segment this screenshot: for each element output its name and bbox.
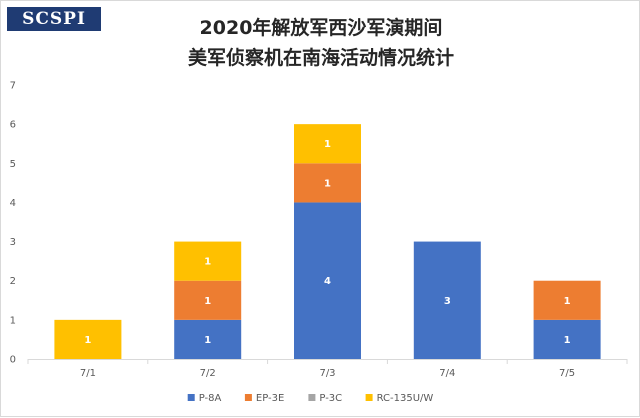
- bar-data-label: 1: [204, 296, 211, 307]
- legend-swatch: [308, 394, 316, 401]
- bar-segment: [294, 202, 361, 359]
- bar-data-label: 3: [444, 296, 451, 307]
- y-tick-label: 1: [10, 315, 16, 326]
- y-tick-label: 5: [10, 159, 16, 170]
- y-tick-label: 4: [10, 198, 16, 209]
- bar-segment: [54, 319, 122, 359]
- bar-segment: [174, 319, 242, 359]
- bar-segment: [413, 241, 481, 359]
- bar-data-label: 1: [204, 257, 211, 268]
- bar-segment: [294, 124, 361, 164]
- legend-swatch: [187, 394, 195, 401]
- bar-data-label: 1: [564, 296, 571, 307]
- legend-swatch: [365, 394, 373, 401]
- y-tick-label: 0: [10, 355, 16, 366]
- bar-data-label: 1: [204, 335, 211, 346]
- chart-title-line-2: 美军侦察机在南海活动情况统计: [187, 47, 454, 69]
- y-tick-label: 3: [10, 237, 16, 248]
- x-tick-label: 7/3: [319, 368, 335, 379]
- legend-label: P-8A: [199, 393, 222, 404]
- y-tick-label: 6: [10, 120, 16, 131]
- x-tick-label: 7/4: [439, 368, 455, 379]
- y-tick-label: 2: [10, 276, 16, 287]
- x-tick-label: 7/1: [80, 368, 96, 379]
- y-tick-label: 7: [10, 81, 16, 92]
- legend-swatch: [244, 394, 252, 401]
- bar-data-label: 1: [324, 178, 331, 189]
- legend-label: RC-135U/W: [377, 393, 434, 404]
- legend-label: EP-3E: [256, 393, 284, 404]
- x-tick-label: 7/2: [200, 368, 216, 379]
- bar-data-label: 1: [324, 139, 331, 150]
- bar-segment: [174, 280, 242, 320]
- bar-segment: [533, 319, 601, 359]
- x-tick-label: 7/5: [559, 368, 575, 379]
- bar-segment: [294, 163, 361, 203]
- legend-label: P-3C: [319, 393, 342, 404]
- bar-data-label: 1: [564, 335, 571, 346]
- bar-segment: [533, 280, 601, 320]
- scspi-logo: SCSPI: [7, 7, 101, 31]
- bar-segment: [174, 241, 242, 281]
- chart-title-line-1: 2020年解放军西沙军演期间: [199, 17, 443, 39]
- bar-data-label: 1: [84, 335, 91, 346]
- bar-data-label: 4: [324, 276, 331, 287]
